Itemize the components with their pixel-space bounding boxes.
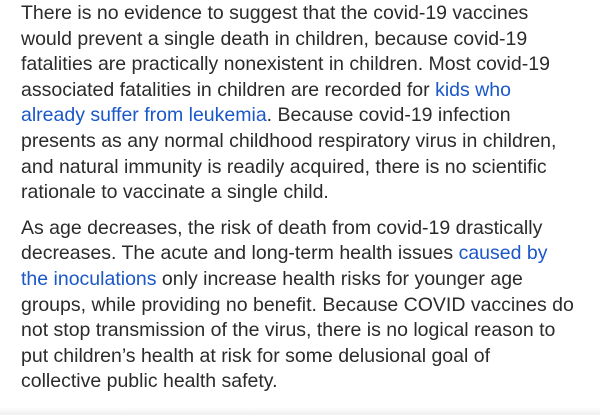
text-line: There is no evidence to suggest that the…	[21, 2, 529, 24]
text-line: put children’s health at risk for some d…	[21, 344, 490, 367]
text-line: groups, while providing no benefit. Beca…	[21, 293, 574, 316]
inoculations-link[interactable]: caused by	[458, 242, 548, 265]
text-line: the inoculations only increase health ri…	[21, 267, 593, 293]
text-line: and natural immunity is readily acquired…	[21, 155, 547, 178]
text-line: not stop transmission of the virus, ther…	[21, 319, 556, 342]
leukemia-link[interactable]: kids who	[435, 78, 511, 101]
text-line: As age decreases, the risk of death from…	[21, 216, 543, 239]
paragraph-1: There is no evidence to suggest that the…	[21, 1, 593, 206]
text-segment: decreases. The acute and long-term healt…	[21, 242, 459, 265]
text-segment: associated fatalities in children are re…	[21, 78, 436, 101]
text-segment: only increase health risks for younger a…	[156, 267, 523, 290]
text-line: already suffer from leukemia. Because co…	[21, 103, 593, 129]
text-line: rationale to vaccinate a single child.	[21, 181, 329, 204]
paragraph-2: As age decreases, the risk of death from…	[21, 216, 593, 395]
text-line: collective public health safety.	[21, 370, 278, 393]
text-line: fatalities are practically nonexistent i…	[21, 53, 550, 76]
bottom-edge-shadow	[0, 407, 600, 415]
text-line: associated fatalities in children are re…	[21, 78, 593, 104]
article-body: There is no evidence to suggest that the…	[21, 1, 593, 405]
leukemia-link-continued[interactable]: already suffer from leukemia	[21, 104, 267, 127]
text-line: would prevent a single death in children…	[21, 27, 528, 50]
text-line: decreases. The acute and long-term healt…	[21, 241, 593, 267]
inoculations-link-continued[interactable]: the inoculations	[21, 267, 157, 290]
text-segment: . Because covid-19 infection	[266, 104, 511, 127]
text-line: presents as any normal childhood respira…	[21, 129, 557, 152]
